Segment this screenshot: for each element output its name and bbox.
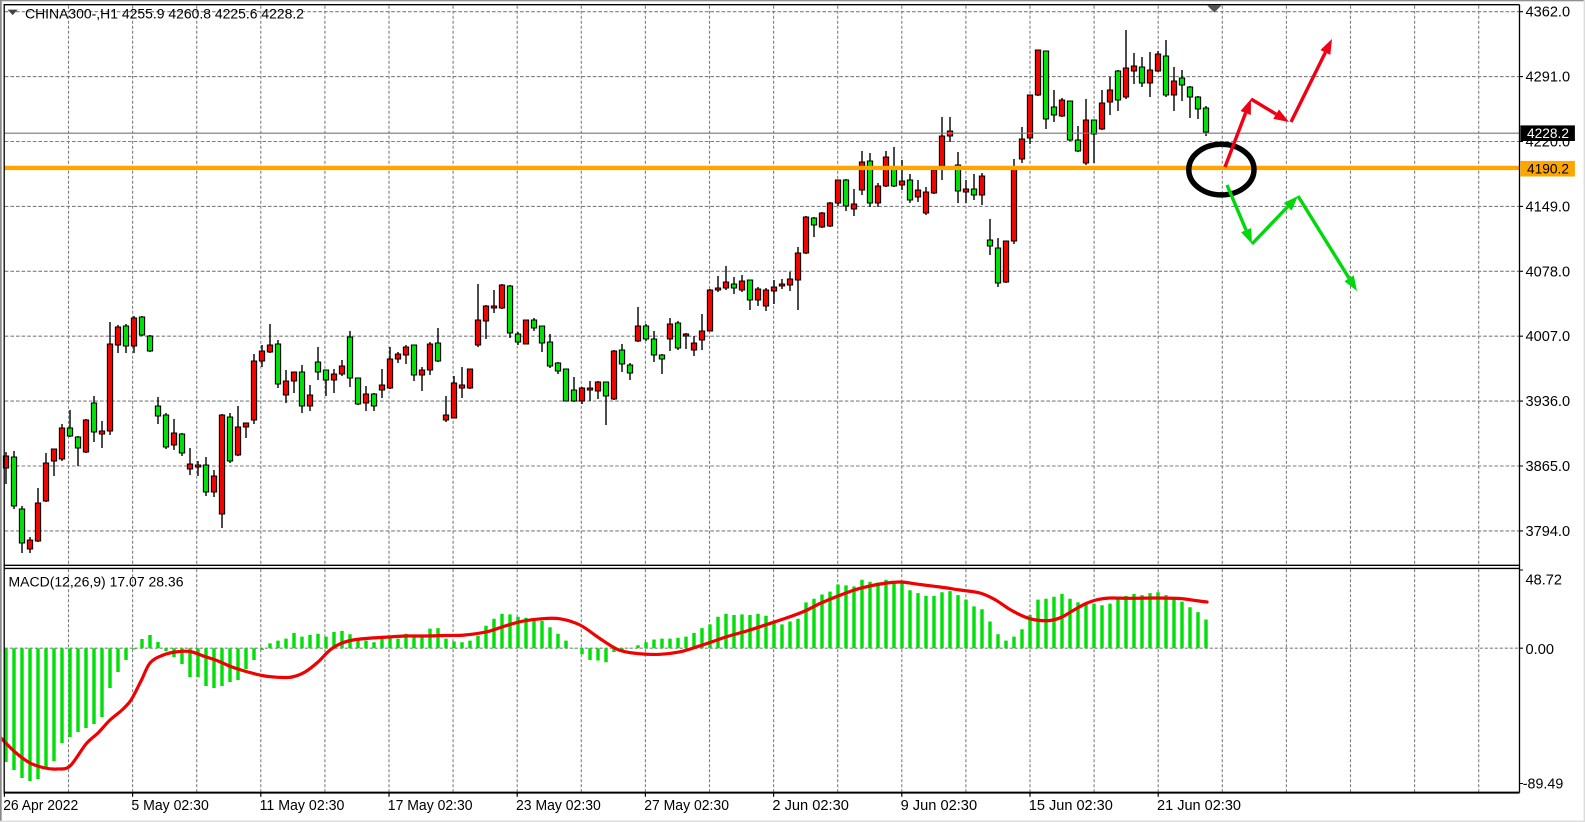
svg-text:4007.0: 4007.0 (1526, 329, 1571, 345)
svg-text:27 May 02:30: 27 May 02:30 (644, 798, 729, 814)
svg-text:CHINA300-,H1 4255.9 4260.8 42: CHINA300-,H1 4255.9 4260.8 4225.6 4228.2 (25, 7, 304, 22)
svg-text:3794.0: 3794.0 (1526, 524, 1571, 540)
svg-text:5 May 02:30: 5 May 02:30 (131, 798, 208, 814)
svg-text:9 Jun 02:30: 9 Jun 02:30 (901, 798, 978, 814)
svg-text:15 Jun 02:30: 15 Jun 02:30 (1029, 798, 1113, 814)
svg-text:26 Apr 2022: 26 Apr 2022 (3, 798, 78, 814)
svg-text:0.00: 0.00 (1526, 642, 1555, 658)
svg-text:3865.0: 3865.0 (1526, 459, 1571, 475)
svg-text:4362.0: 4362.0 (1526, 5, 1571, 21)
svg-text:17 May 02:30: 17 May 02:30 (388, 798, 473, 814)
svg-text:4149.0: 4149.0 (1526, 199, 1571, 215)
svg-text:4291.0: 4291.0 (1526, 70, 1571, 86)
svg-text:4190.2: 4190.2 (1527, 162, 1569, 177)
svg-text:48.72: 48.72 (1526, 572, 1563, 588)
svg-text:MACD(12,26,9) 17.07 28.36: MACD(12,26,9) 17.07 28.36 (9, 574, 184, 589)
svg-text:23 May 02:30: 23 May 02:30 (516, 798, 601, 814)
svg-text:21 Jun 02:30: 21 Jun 02:30 (1157, 798, 1241, 814)
svg-text:4228.2: 4228.2 (1527, 126, 1569, 141)
svg-text:-89.49: -89.49 (1523, 777, 1564, 793)
svg-text:4078.0: 4078.0 (1526, 264, 1571, 280)
svg-text:2 Jun 02:30: 2 Jun 02:30 (772, 798, 849, 814)
svg-text:11 May 02:30: 11 May 02:30 (260, 798, 345, 814)
svg-text:3936.0: 3936.0 (1526, 394, 1571, 410)
